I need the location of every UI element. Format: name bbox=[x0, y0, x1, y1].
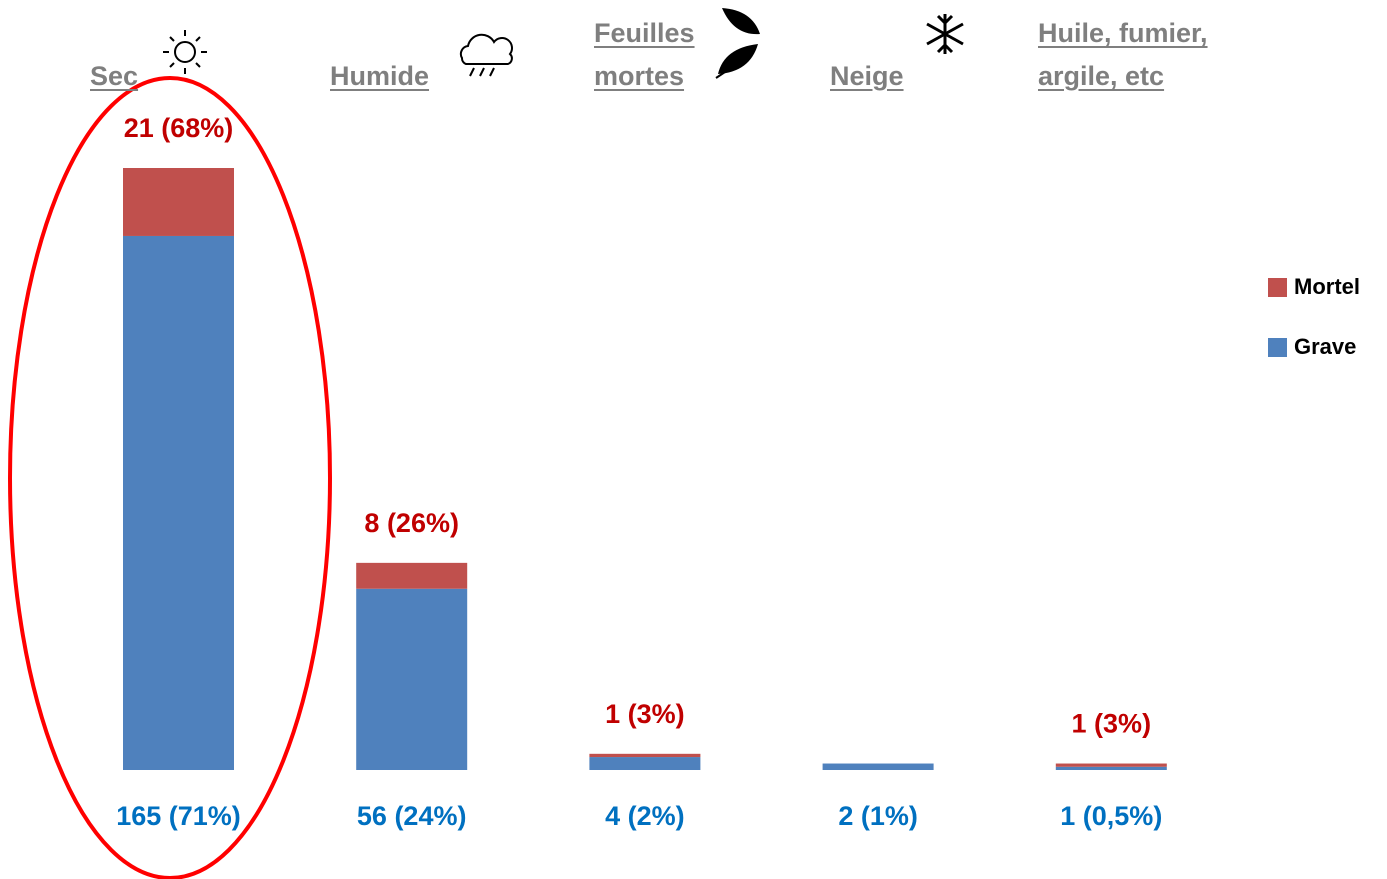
bar-segment bbox=[589, 753, 701, 758]
value-label: 1 (0,5%) bbox=[1060, 801, 1162, 831]
bar-segment bbox=[589, 757, 701, 770]
rain-icon bbox=[459, 33, 513, 77]
sun-icon bbox=[163, 30, 207, 74]
bar-segment bbox=[356, 562, 468, 589]
bar-segment bbox=[123, 235, 234, 770]
category-label: Feuilles mortes bbox=[594, 18, 695, 91]
value-label: 2 (1%) bbox=[838, 801, 918, 831]
leaves-icon bbox=[715, 8, 760, 79]
category-label: Huile, fumier, argile, etc bbox=[1038, 18, 1208, 91]
legend-swatch bbox=[1268, 278, 1287, 297]
highlight-ellipse bbox=[8, 76, 332, 879]
value-label: 4 (2%) bbox=[605, 801, 685, 831]
bar-segment bbox=[1055, 763, 1167, 767]
value-label: 1 (3%) bbox=[1072, 709, 1152, 739]
value-label: 21 (68%) bbox=[124, 113, 234, 143]
value-label: 56 (24%) bbox=[357, 801, 467, 831]
snow-icon bbox=[926, 14, 964, 54]
legend-label: Mortel bbox=[1294, 274, 1360, 299]
category-label: Neige bbox=[830, 61, 904, 91]
bar-segment bbox=[356, 588, 468, 770]
value-label: 1 (3%) bbox=[605, 699, 685, 729]
legend-swatch bbox=[1268, 338, 1287, 357]
value-label: 8 (26%) bbox=[364, 508, 459, 538]
value-label: 165 (71%) bbox=[116, 801, 241, 831]
bar-segment bbox=[1055, 766, 1167, 770]
category-label: Humide bbox=[330, 61, 430, 91]
category-label: Sec bbox=[90, 61, 139, 91]
legend-label: Grave bbox=[1294, 334, 1356, 359]
bar-segment bbox=[123, 168, 234, 236]
bar-segment bbox=[822, 763, 934, 770]
